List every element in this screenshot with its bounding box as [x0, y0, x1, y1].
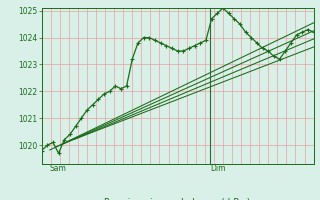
- Text: Dim: Dim: [210, 164, 226, 173]
- Text: Pression niveau de la mer( hPa ): Pression niveau de la mer( hPa ): [104, 198, 251, 200]
- Text: Sam: Sam: [50, 164, 67, 173]
